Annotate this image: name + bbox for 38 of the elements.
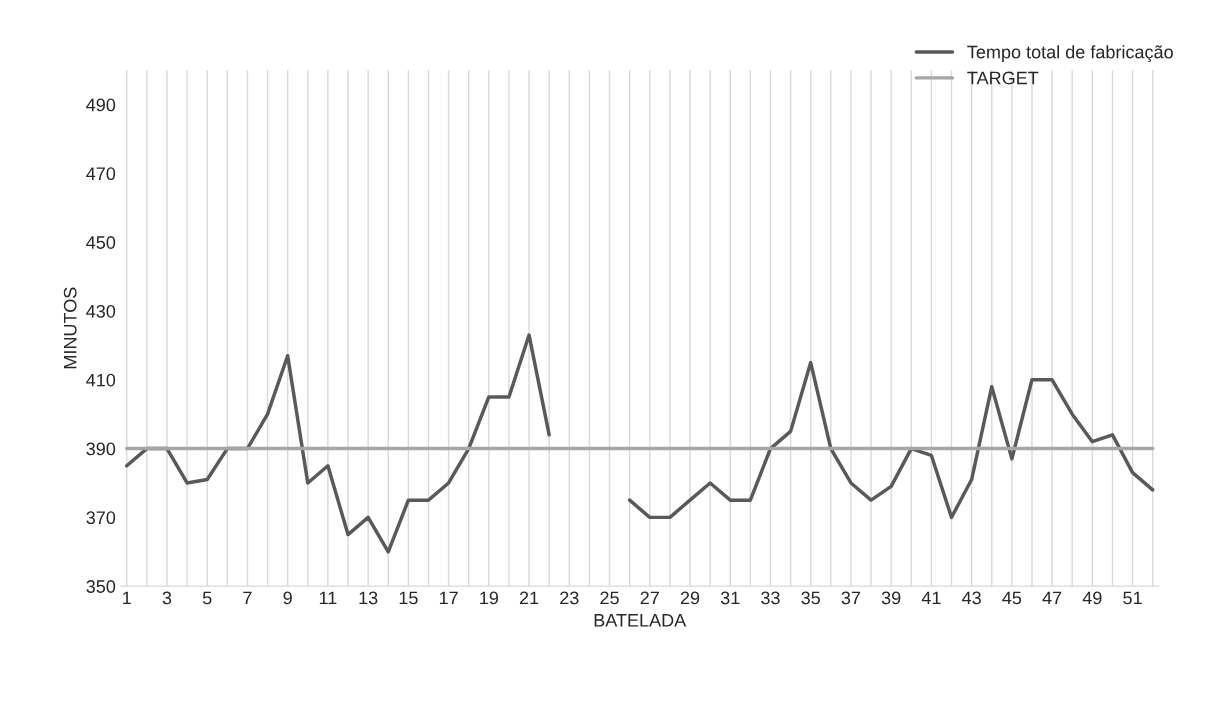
y-tick-label: 430 xyxy=(86,304,116,318)
x-tick-label: 15 xyxy=(399,591,418,605)
x-tick-label: 47 xyxy=(1042,591,1062,605)
x-tick-label: 23 xyxy=(560,591,579,605)
y-tick-label: 350 xyxy=(86,580,116,593)
x-tick-label: 45 xyxy=(1002,591,1022,605)
y-tick-label: 410 xyxy=(86,373,116,387)
x-tick-label: 9 xyxy=(283,591,292,605)
x-tick-label: 25 xyxy=(600,591,619,605)
x-tick-label: 41 xyxy=(921,591,941,605)
x-tick-label: 11 xyxy=(319,591,337,605)
legend-label: TARGET xyxy=(967,71,1039,85)
x-tick-label: 37 xyxy=(841,591,861,605)
x-tick-label: 17 xyxy=(439,591,458,605)
x-tick-label: 29 xyxy=(680,591,700,605)
y-tick-label: 470 xyxy=(86,167,116,181)
x-tick-label: 27 xyxy=(640,591,659,605)
x-axis-title: BATELADA xyxy=(594,614,687,627)
x-tick-label: 21 xyxy=(519,591,539,605)
x-tick-label: 19 xyxy=(480,591,499,605)
x-tick-label: 13 xyxy=(359,591,378,605)
x-tick-label: 5 xyxy=(202,591,212,605)
x-tick-label: 7 xyxy=(243,591,252,605)
x-tick-label: 51 xyxy=(1123,591,1142,605)
x-tick-label: 35 xyxy=(801,591,820,605)
x-tick-label: 31 xyxy=(720,591,740,605)
y-tick-label: 450 xyxy=(86,236,116,249)
y-tick-label: 370 xyxy=(86,511,116,525)
y-tick-label: 490 xyxy=(86,98,116,112)
y-tick-label: 390 xyxy=(86,442,116,456)
x-tick-label: 39 xyxy=(881,591,901,605)
x-tick-label: 33 xyxy=(761,591,780,605)
x-tick-label: 1 xyxy=(123,591,131,605)
x-tick-label: 43 xyxy=(962,591,981,605)
x-tick-label: 49 xyxy=(1082,591,1102,605)
legend-label: Tempo total de fabricação xyxy=(967,45,1173,63)
x-tick-label: 3 xyxy=(162,591,172,605)
y-axis-title: MINUTOS xyxy=(63,287,77,369)
